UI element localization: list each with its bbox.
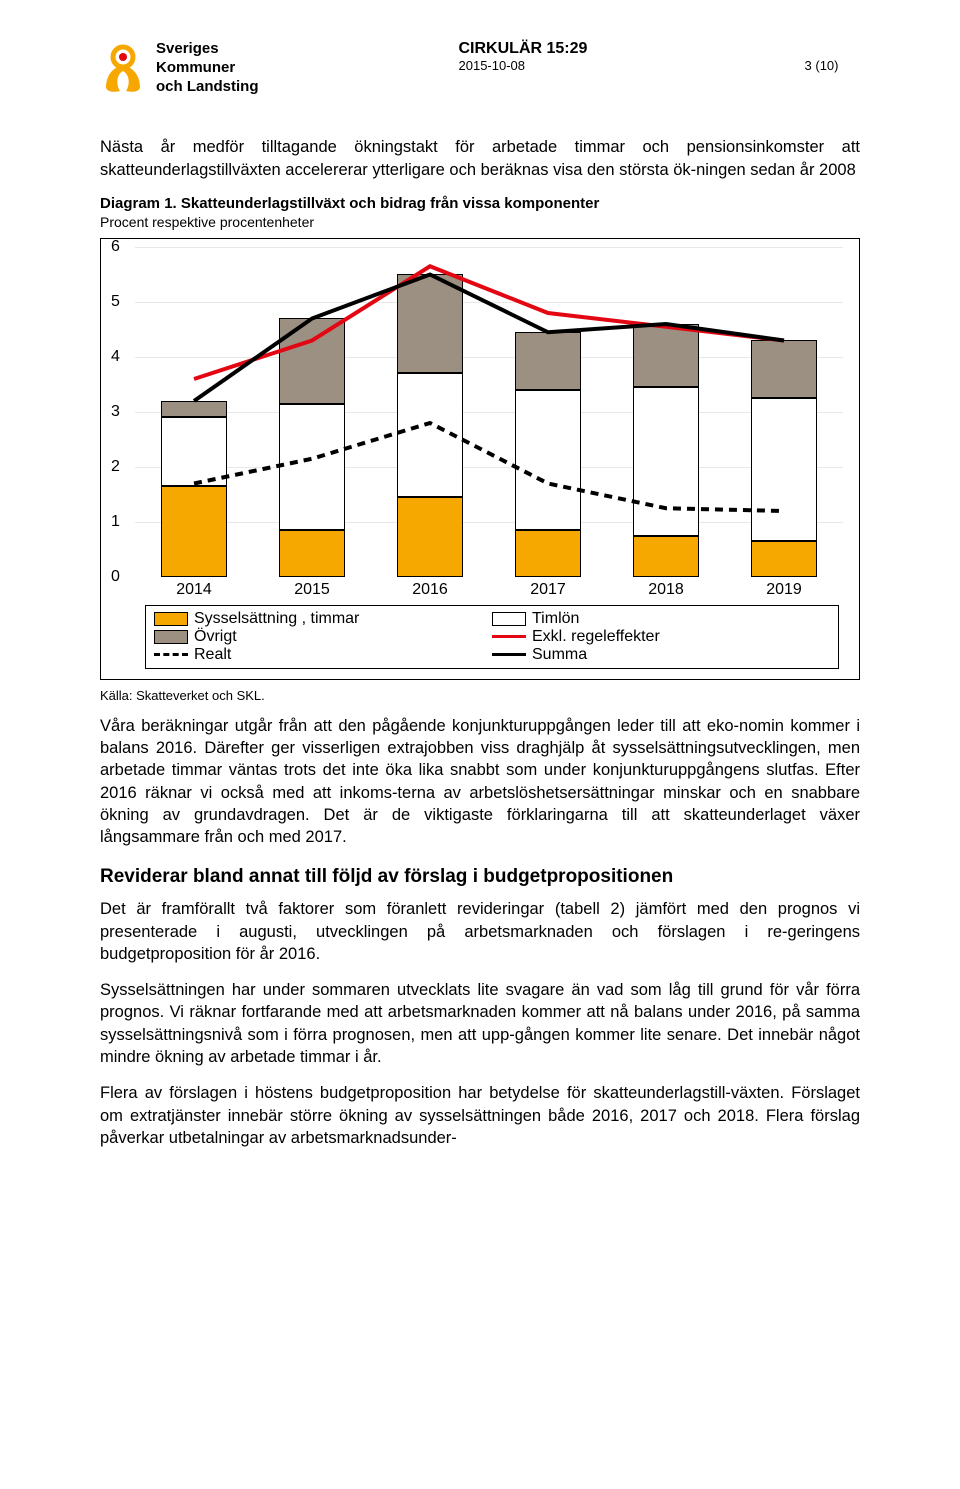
chart-source: Källa: Skatteverket och SKL. xyxy=(100,688,860,703)
org-line2: Kommuner xyxy=(156,59,259,78)
bar-segment xyxy=(633,324,699,387)
bar-segment xyxy=(279,404,345,531)
legend-swatch-sysselsattning xyxy=(154,612,188,626)
chart-x-labels: 2014 2015 2016 2017 2018 2019 xyxy=(135,581,843,599)
y-tick-label: 0 xyxy=(111,568,120,586)
chart-plot-area: 0123456 xyxy=(135,247,843,577)
bar-segment xyxy=(161,486,227,577)
y-tick-label: 5 xyxy=(111,293,120,311)
x-tick-label: 2018 xyxy=(633,581,699,599)
bar-group xyxy=(279,247,345,577)
bar-segment xyxy=(751,541,817,577)
legend-label-summa: Summa xyxy=(532,646,587,664)
bar-segment xyxy=(397,497,463,577)
bar-segment xyxy=(515,390,581,530)
bar-group xyxy=(633,247,699,577)
y-tick-label: 2 xyxy=(111,458,120,476)
bar-group xyxy=(751,247,817,577)
chart-legend: Sysselsättning , timmar Timlön Övrigt Ex… xyxy=(145,605,839,669)
bar-segment xyxy=(397,373,463,497)
y-tick-label: 4 xyxy=(111,348,120,366)
paragraph-4: Sysselsättningen har under sommaren utve… xyxy=(100,979,860,1068)
doc-title: CIRKULÄR 15:29 xyxy=(459,40,861,58)
diagram-title: Diagram 1. Skatteunderlagstillväxt och b… xyxy=(100,195,860,212)
chart-frame: 0123456 201420152016201720182019 Syssels… xyxy=(100,238,860,680)
bar-segment xyxy=(515,332,581,390)
bar-segment xyxy=(161,417,227,486)
x-tick-label: 2016 xyxy=(397,581,463,599)
x-tick-label: 2017 xyxy=(515,581,581,599)
legend-label-exkl: Exkl. regeleffekter xyxy=(532,628,660,646)
paragraph-2: Våra beräkningar utgår från att den pågå… xyxy=(100,715,860,849)
y-tick-label: 6 xyxy=(111,238,120,256)
diagram-subtitle: Procent respektive procentenheter xyxy=(100,214,860,230)
doc-page-number: 3 (10) xyxy=(805,58,839,73)
org-line1: Sveriges xyxy=(156,40,259,59)
legend-swatch-ovrigt xyxy=(154,630,188,644)
y-tick-label: 3 xyxy=(111,403,120,421)
legend-label-sysselsattning: Sysselsättning , timmar xyxy=(194,610,359,628)
bar-segment xyxy=(397,274,463,373)
bar-group xyxy=(161,247,227,577)
x-tick-label: 2019 xyxy=(751,581,817,599)
legend-label-ovrigt: Övrigt xyxy=(194,628,237,646)
legend-swatch-exkl xyxy=(492,635,526,638)
legend-label-timlon: Timlön xyxy=(532,610,579,628)
doc-date: 2015-10-08 xyxy=(459,58,526,73)
bar-segment xyxy=(161,401,227,418)
paragraph-1: Nästa år medför tilltagande ökningstakt … xyxy=(100,136,860,181)
bar-segment xyxy=(279,318,345,403)
bar-segment xyxy=(279,530,345,577)
skl-logo-icon xyxy=(100,43,146,93)
bar-segment xyxy=(751,398,817,541)
paragraph-3: Det är framförallt två faktorer som föra… xyxy=(100,898,860,965)
paragraph-5: Flera av förslagen i höstens budgetpropo… xyxy=(100,1082,860,1149)
bar-group xyxy=(397,247,463,577)
org-line3: och Landsting xyxy=(156,78,259,97)
y-tick-label: 1 xyxy=(111,513,120,531)
bar-segment xyxy=(633,536,699,577)
legend-swatch-summa xyxy=(492,653,526,656)
legend-swatch-realt xyxy=(154,653,188,656)
bar-group xyxy=(515,247,581,577)
bar-segment xyxy=(633,387,699,536)
legend-label-realt: Realt xyxy=(194,646,231,664)
bar-segment xyxy=(515,530,581,577)
legend-swatch-timlon xyxy=(492,612,526,626)
x-tick-label: 2015 xyxy=(279,581,345,599)
org-logo-block: Sveriges Kommuner och Landsting xyxy=(100,40,259,96)
section-heading: Reviderar bland annat till följd av förs… xyxy=(100,866,860,888)
x-tick-label: 2014 xyxy=(161,581,227,599)
bar-segment xyxy=(751,340,817,398)
